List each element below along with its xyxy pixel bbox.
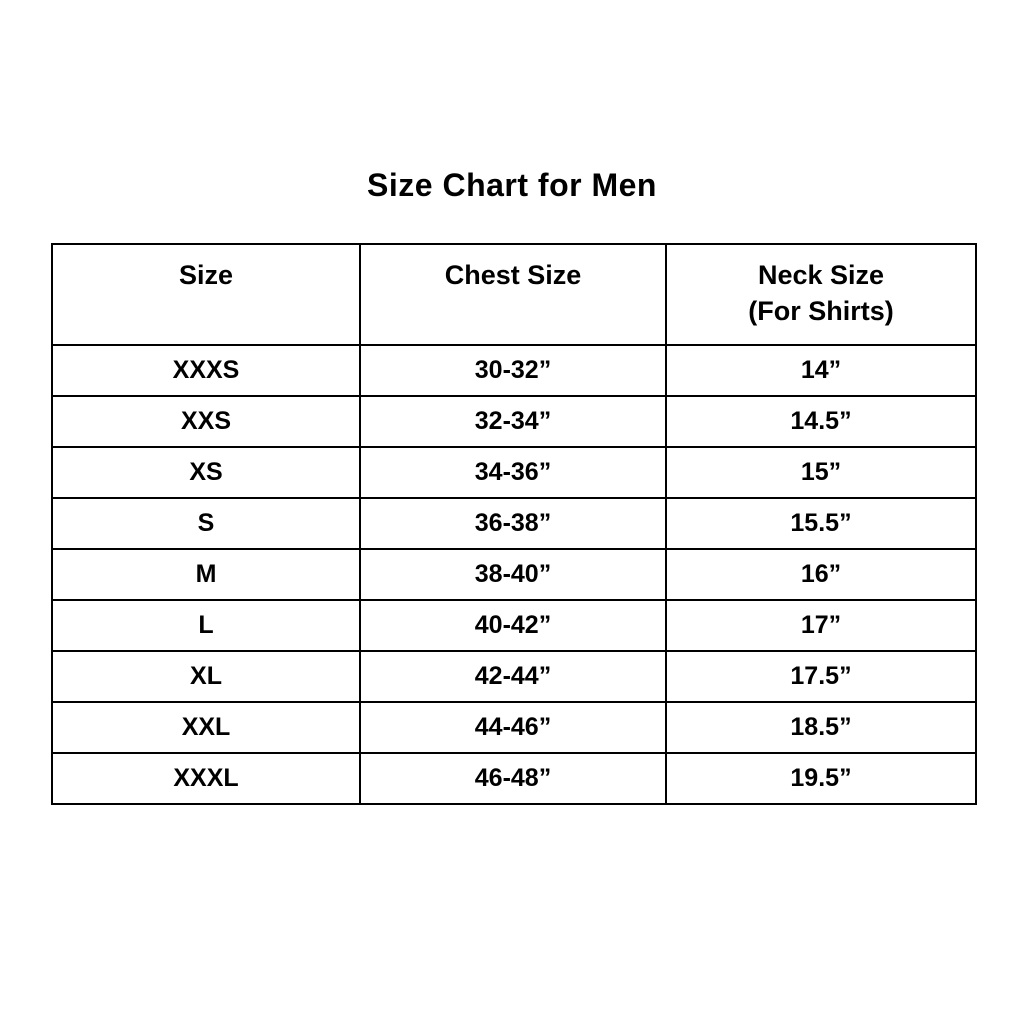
neck-size-cell: 19.5” bbox=[665, 752, 977, 805]
size-cell: XS bbox=[51, 446, 361, 499]
table-row: XS 34-36” 15” bbox=[51, 446, 977, 499]
page-title: Size Chart for Men bbox=[367, 167, 657, 203]
size-cell: M bbox=[51, 548, 361, 601]
neck-size-cell: 14” bbox=[665, 344, 977, 397]
header-label-size: Size bbox=[178, 260, 234, 290]
neck-size-cell: 17.5” bbox=[665, 650, 977, 703]
chest-size-cell: 46-48” bbox=[359, 752, 667, 805]
neck-size-cell: 17” bbox=[665, 599, 977, 652]
table-row: XXS 32-34” 14.5” bbox=[51, 395, 977, 448]
size-cell: XXL bbox=[51, 701, 361, 754]
chest-size-cell: 34-36” bbox=[359, 446, 667, 499]
header-sublabel-neck-size: (For Shirts) bbox=[748, 295, 894, 326]
chest-size-cell: 36-38” bbox=[359, 497, 667, 550]
neck-size-cell: 15” bbox=[665, 446, 977, 499]
size-cell: XXS bbox=[51, 395, 361, 448]
size-chart-table: Size Chest Size Neck Size (For Shirts) X… bbox=[51, 243, 977, 805]
table-row: XXXL 46-48” 19.5” bbox=[51, 752, 977, 805]
size-cell: S bbox=[51, 497, 361, 550]
table-row: XXXS 30-32” 14” bbox=[51, 344, 977, 397]
size-cell: XXXS bbox=[51, 344, 361, 397]
table-header-row: Size Chest Size Neck Size (For Shirts) bbox=[51, 243, 977, 346]
table-row: L 40-42” 17” bbox=[51, 599, 977, 652]
header-label-chest-size: Chest Size bbox=[444, 260, 582, 290]
table-row: XL 42-44” 17.5” bbox=[51, 650, 977, 703]
table-header: Size Chest Size Neck Size (For Shirts) bbox=[51, 243, 977, 346]
header-label-neck-size: Neck Size bbox=[757, 260, 885, 290]
chest-size-cell: 32-34” bbox=[359, 395, 667, 448]
table-row: XXL 44-46” 18.5” bbox=[51, 701, 977, 754]
table-row: M 38-40” 16” bbox=[51, 548, 977, 601]
header-cell-size: Size bbox=[51, 243, 361, 346]
header-cell-neck-size: Neck Size (For Shirts) bbox=[665, 243, 977, 346]
table-row: S 36-38” 15.5” bbox=[51, 497, 977, 550]
chest-size-cell: 44-46” bbox=[359, 701, 667, 754]
neck-size-cell: 14.5” bbox=[665, 395, 977, 448]
chest-size-cell: 42-44” bbox=[359, 650, 667, 703]
size-cell: XXXL bbox=[51, 752, 361, 805]
neck-size-cell: 18.5” bbox=[665, 701, 977, 754]
size-cell: XL bbox=[51, 650, 361, 703]
header-cell-chest-size: Chest Size bbox=[359, 243, 667, 346]
size-cell: L bbox=[51, 599, 361, 652]
neck-size-cell: 16” bbox=[665, 548, 977, 601]
neck-size-cell: 15.5” bbox=[665, 497, 977, 550]
chest-size-cell: 38-40” bbox=[359, 548, 667, 601]
chest-size-cell: 40-42” bbox=[359, 599, 667, 652]
chest-size-cell: 30-32” bbox=[359, 344, 667, 397]
size-table-body: XXXS 30-32” 14” XXS 32-34” 14.5” XS 34-3… bbox=[51, 344, 977, 805]
